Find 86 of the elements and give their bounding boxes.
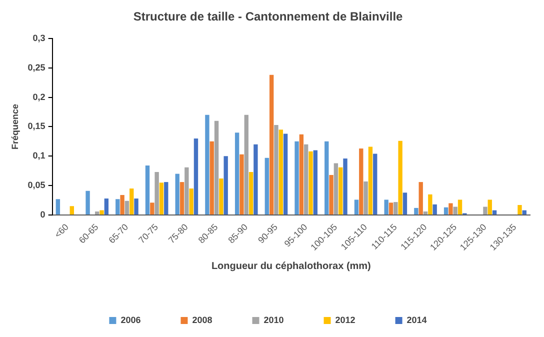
bar (205, 114, 210, 215)
x-tick-label: <60 (52, 222, 70, 240)
bar (56, 199, 60, 215)
bar (299, 134, 304, 215)
y-tick-label: 0,15 (28, 121, 46, 132)
bar (70, 206, 74, 215)
bar (492, 210, 497, 215)
bar (398, 140, 402, 215)
bar (120, 194, 124, 215)
bar (448, 203, 453, 215)
bar (210, 141, 214, 215)
bar (283, 134, 288, 215)
y-tick-label: 0,1 (32, 150, 46, 161)
bar (338, 167, 343, 215)
bar (254, 144, 258, 215)
bar (294, 141, 299, 215)
bar (444, 207, 448, 215)
bar (278, 130, 283, 215)
chart-title: Structure de taille - Cantonnement de Blainville (133, 10, 404, 24)
bar (418, 182, 423, 215)
y-tick-label: 0 (40, 209, 46, 220)
bar (95, 211, 100, 215)
bar (248, 172, 254, 215)
y-tick-label: 0,25 (28, 62, 46, 72)
x-axis-title: Longueur du céphalothorax (mm) (211, 260, 371, 272)
bar (130, 188, 134, 215)
bar (354, 200, 359, 215)
bar (145, 166, 150, 215)
bar (274, 124, 278, 215)
y-tick-label: 0,3 (32, 32, 46, 43)
legend-label: 2010 (264, 314, 284, 325)
bar (428, 194, 432, 215)
bar (164, 182, 168, 215)
bar (432, 204, 437, 215)
bar (483, 206, 488, 215)
bar (368, 146, 373, 215)
bar (86, 190, 90, 215)
bar (388, 202, 394, 215)
y-tick-label: 0,05 (28, 180, 46, 190)
bar (329, 174, 334, 215)
bar (402, 192, 408, 215)
bar (234, 132, 240, 215)
bar (394, 202, 398, 215)
bar (214, 120, 219, 215)
bar (240, 154, 244, 215)
bar (364, 181, 368, 215)
bar (488, 200, 492, 215)
bar (150, 202, 154, 215)
bar (334, 163, 338, 215)
legend-label: 2012 (335, 314, 356, 325)
bar (384, 200, 388, 215)
legend-label: 2014 (406, 314, 427, 325)
bar (124, 200, 130, 215)
bar (458, 200, 462, 215)
bar (308, 151, 313, 215)
bar (269, 74, 274, 215)
bar (116, 199, 120, 215)
y-tick-label: 0,2 (32, 92, 46, 102)
bar (175, 174, 180, 215)
bar (304, 144, 308, 215)
bar (224, 156, 228, 215)
bar (189, 188, 194, 215)
y-axis-title: Fréquence (10, 104, 20, 150)
legend-label: 2008 (192, 314, 212, 325)
bar (324, 141, 329, 215)
bar (373, 154, 378, 215)
bar (194, 138, 198, 215)
bar (104, 198, 109, 215)
bar (264, 158, 270, 215)
bar (453, 206, 458, 215)
bar (154, 172, 159, 215)
bar (134, 198, 138, 215)
legend-label: 2006 (120, 314, 141, 325)
bar (359, 148, 364, 215)
bar (100, 210, 104, 215)
bar (184, 167, 189, 215)
bar (423, 211, 428, 215)
bar (343, 158, 348, 215)
bar (219, 178, 224, 215)
bar (180, 182, 184, 215)
bar (522, 210, 526, 215)
bar (518, 205, 522, 215)
bar (159, 182, 164, 215)
bar (244, 114, 248, 215)
bar (313, 150, 318, 215)
bar (414, 208, 418, 215)
